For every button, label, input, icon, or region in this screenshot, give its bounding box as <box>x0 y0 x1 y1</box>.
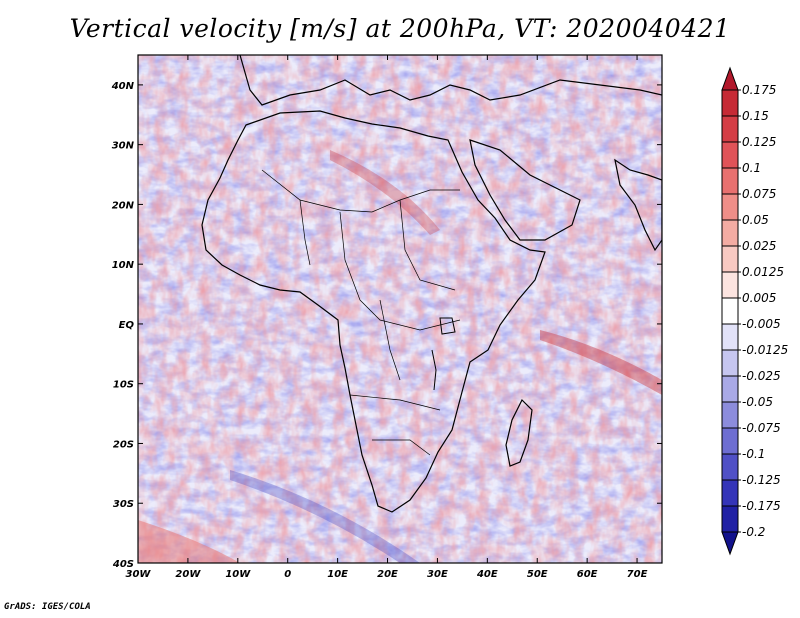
velocity-field <box>138 55 662 563</box>
colorbar-label: 0.175 <box>742 83 776 97</box>
lat-tick-label: 20S <box>113 439 134 450</box>
lat-tick-label: 40N <box>111 81 135 92</box>
europe-outline <box>239 55 662 106</box>
colorbar-box <box>721 115 739 143</box>
lon-tick-label: 10W <box>225 569 251 580</box>
colorbar-box <box>721 479 739 507</box>
colorbar-label: -0.075 <box>742 421 781 435</box>
colorbar-label: 0.05 <box>742 213 769 227</box>
lon-tick-label: 20E <box>377 569 398 580</box>
lon-tick-label: 20W <box>175 569 201 580</box>
lat-tick-label: 30S <box>113 499 134 510</box>
colorbar-box <box>721 245 739 273</box>
colorbar-label: 0.15 <box>742 109 769 123</box>
colorbar-box <box>721 375 739 403</box>
colorbar-box <box>721 349 739 377</box>
colorbar-box <box>721 271 739 299</box>
lat-tick-label: 20N <box>112 200 135 211</box>
latitude-ticks: 40N 30N 20N 10N EQ 10S 20S 30S 40S <box>111 81 662 570</box>
colorbar-label: 0.1 <box>742 161 761 175</box>
lon-tick-label: 30E <box>427 569 448 580</box>
colorbar-box <box>721 219 739 247</box>
colorbar-label: -0.1 <box>742 447 765 461</box>
colorbar-label: -0.0125 <box>742 343 788 357</box>
arabia-outline <box>469 139 581 241</box>
madagascar-outline <box>505 398 533 467</box>
lat-tick-label: 10N <box>112 260 135 271</box>
lon-tick-label: 0 <box>284 569 291 580</box>
colorbar-bottom-arrow <box>721 531 739 556</box>
colorbar-box <box>721 505 739 533</box>
lat-tick-label: 40S <box>112 559 134 570</box>
colorbar-label: 0.075 <box>742 187 776 201</box>
colorbar-box <box>721 89 739 117</box>
colorbar-box <box>721 193 739 221</box>
colorbar-top-arrow <box>721 66 739 91</box>
lon-tick-label: 70E <box>627 569 648 580</box>
colorbar-box <box>721 167 739 195</box>
lon-tick-label: 30W <box>126 569 152 580</box>
plot-frame <box>137 54 663 564</box>
map-title: Vertical velocity [m/s] at 200hPa, VT: 2… <box>69 14 731 43</box>
colorbar-box <box>721 427 739 455</box>
colorbar-label: 0.125 <box>742 135 776 149</box>
coastlines <box>201 55 662 513</box>
lon-tick-label: 50E <box>527 569 548 580</box>
colorbar-label: -0.05 <box>742 395 773 409</box>
colorbar-label: -0.125 <box>742 473 781 487</box>
colorbar: 0.175 0.15 0.125 0.1 0.075 0.05 0.025 0.0125 0.0… <box>721 66 788 556</box>
colorbar-box <box>721 297 739 325</box>
colorbar-label: -0.2 <box>742 525 765 539</box>
colorbar-label: 0.025 <box>742 239 776 253</box>
colorbar-label: 0.005 <box>742 291 776 305</box>
colorbar-box <box>721 401 739 429</box>
lon-tick-label: 10E <box>327 569 348 580</box>
grads-credit: GrADS: IGES/COLA <box>4 602 91 612</box>
colorbar-box <box>721 453 739 481</box>
india-outline <box>614 158 662 252</box>
lat-tick-label: 30N <box>112 141 135 152</box>
lat-tick-label: 10S <box>113 380 134 391</box>
lon-tick-label: 40E <box>476 569 498 580</box>
colorbar-label: 0.0125 <box>742 265 784 279</box>
longitude-ticks: 30W 20W 10W 0 10E 20E 30E 40E 50E 60E 70E <box>126 55 648 580</box>
colorbar-label: -0.005 <box>742 317 781 331</box>
colorbar-box <box>721 141 739 169</box>
africa-outline <box>201 110 546 513</box>
colorbar-label: -0.175 <box>742 499 781 513</box>
lon-tick-label: 60E <box>577 569 598 580</box>
lat-tick-label: EQ <box>119 320 135 331</box>
colorbar-box <box>721 323 739 351</box>
colorbar-label: -0.025 <box>742 369 781 383</box>
